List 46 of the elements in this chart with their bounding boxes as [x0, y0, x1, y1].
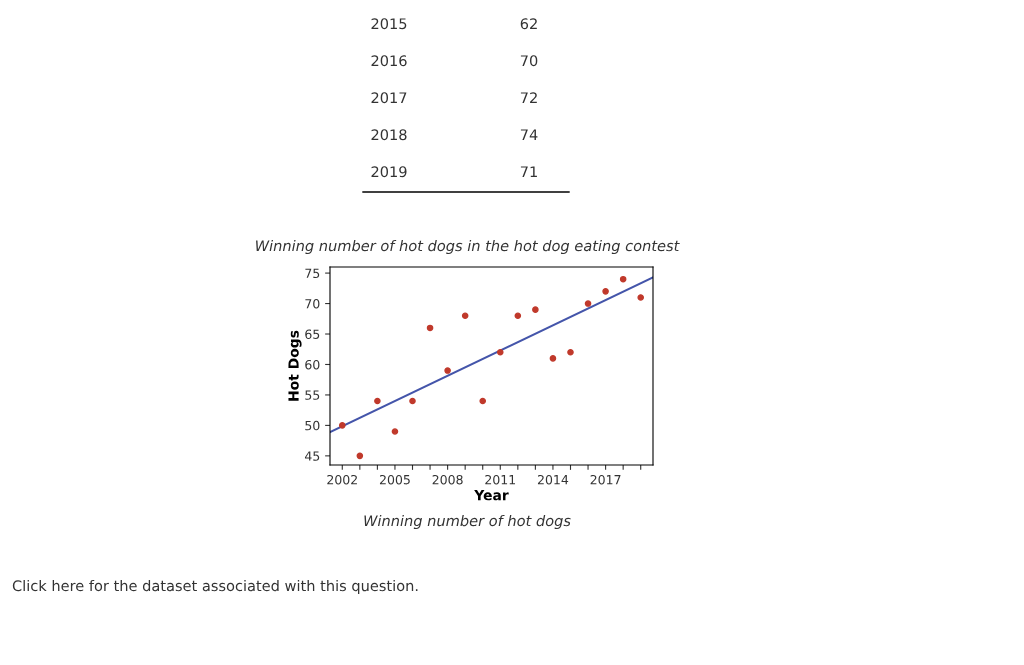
text: 2017	[371, 92, 407, 104]
y-tick-label: 70	[305, 299, 320, 309]
y-axis-title: Hot Dogs	[288, 330, 302, 401]
x-tick-label: 2005	[379, 474, 410, 485]
point	[532, 306, 539, 313]
point	[567, 348, 574, 356]
text: 2016	[371, 55, 407, 67]
point	[461, 312, 469, 320]
x-tick-label: 2002	[327, 474, 357, 485]
text: 71	[520, 166, 537, 178]
y-tick-label: 60	[305, 359, 320, 370]
point	[356, 452, 364, 460]
point	[514, 312, 522, 320]
point	[338, 422, 346, 429]
x-tick-label: 2011	[485, 474, 516, 485]
text: 72	[520, 92, 537, 104]
x-tick-label: 2008	[432, 474, 463, 485]
text: Winning number of hot dogs	[364, 514, 571, 530]
x-tick-label: 2017	[590, 474, 621, 485]
text: 62	[520, 18, 537, 30]
x-tick-label: 2014	[537, 474, 569, 485]
text: 74	[520, 129, 538, 141]
point	[637, 294, 645, 301]
point	[584, 300, 592, 307]
point	[479, 397, 487, 405]
y-tick-label: 50	[305, 420, 320, 431]
point	[496, 348, 504, 356]
text: 70	[520, 55, 538, 67]
point	[602, 288, 609, 295]
chart-title: Winning number of hot dogs in the hot dog eating contest	[256, 239, 680, 255]
point	[391, 428, 399, 435]
text: 2015	[371, 18, 407, 30]
y-tick-label: 75	[305, 268, 320, 279]
text: 2019	[371, 166, 407, 178]
text: Click here for the dataset associated with this question.	[12, 579, 418, 595]
y-tick-label: 55	[305, 390, 320, 400]
point	[374, 397, 381, 405]
y-tick-label: 65	[305, 329, 320, 339]
point	[549, 355, 557, 362]
text: 2018	[371, 129, 407, 141]
x-axis-title: Year	[474, 490, 509, 501]
point	[426, 324, 434, 332]
point	[444, 367, 451, 374]
y-tick-label: 45	[304, 451, 320, 461]
point	[619, 275, 627, 283]
point	[409, 397, 416, 405]
